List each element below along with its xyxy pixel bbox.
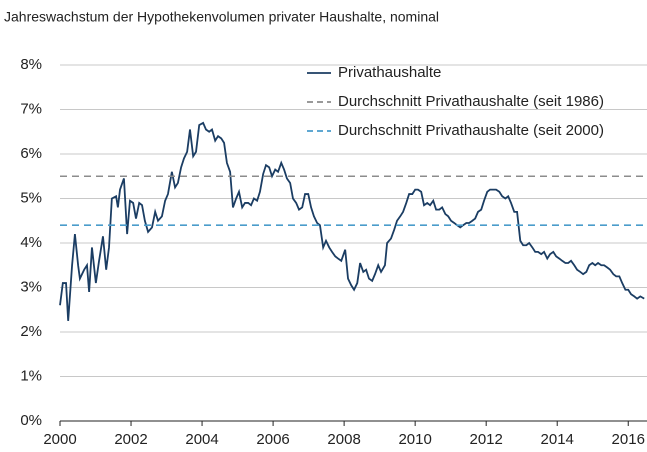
x-tick-label: 2002 — [114, 431, 147, 448]
y-tick-label: 6% — [20, 145, 42, 162]
x-tick-label: 2012 — [469, 431, 502, 448]
x-tick-label: 2000 — [43, 431, 76, 448]
y-tick-label: 4% — [20, 234, 42, 251]
y-tick-label: 5% — [20, 189, 42, 206]
x-tick-label: 2010 — [398, 431, 431, 448]
x-tick-label: 2016 — [612, 431, 645, 448]
y-tick-label: 3% — [20, 278, 42, 295]
chart-title: Jahreswachstum der Hypothekenvolumen pri… — [4, 9, 439, 25]
y-tick-label: 1% — [20, 367, 42, 384]
legend-label: Privathaushalte — [338, 64, 441, 81]
legend-label: Durchschnitt Privathaushalte (seit 2000) — [338, 122, 604, 139]
y-tick-label: 0% — [20, 412, 42, 429]
x-tick-label: 2008 — [327, 431, 360, 448]
legend-label: Durchschnitt Privathaushalte (seit 1986) — [338, 93, 604, 110]
y-tick-label: 7% — [20, 100, 42, 117]
y-tick-label: 2% — [20, 323, 42, 340]
x-tick-label: 2014 — [541, 431, 574, 448]
x-tick-label: 2004 — [185, 431, 218, 448]
series-line — [59, 121, 645, 321]
x-tick-label: 2006 — [256, 431, 289, 448]
y-tick-label: 8% — [20, 56, 42, 73]
